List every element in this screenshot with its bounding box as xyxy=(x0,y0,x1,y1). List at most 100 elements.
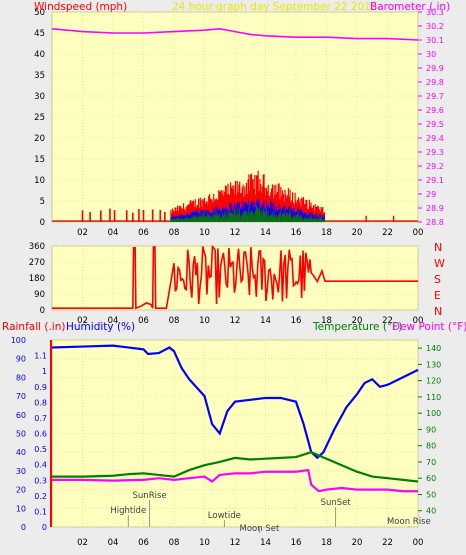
temperature-tick-label: 120 xyxy=(426,377,441,386)
hour-tick-label: 10 xyxy=(199,538,210,548)
temperature-tick-label: 50 xyxy=(426,490,436,499)
direction-tick-label: 0 xyxy=(40,306,45,316)
barometer-line xyxy=(51,27,419,41)
event-marker-label: SunRise xyxy=(133,491,167,501)
hour-tick-label: 10 xyxy=(199,316,210,326)
windspeed-tick-label: 50 xyxy=(34,8,45,18)
humidity-tick-label: 20 xyxy=(16,486,26,495)
rain-humidity-temp-panel: 0 10 20 30 40 50 60 70 80 90 100 0 0.1 0.2 0.3 0.4 0.5 0.… xyxy=(11,336,442,534)
barometer-tick-label: 29 xyxy=(426,190,436,199)
rainfall-tick-label: 0.9 xyxy=(34,383,47,392)
temperature-tick-label: 40 xyxy=(426,507,436,516)
rainfall-tick-label: 0.8 xyxy=(34,398,47,407)
hour-tick-label: 02 xyxy=(77,538,88,548)
hour-tick-label: 22 xyxy=(382,316,393,326)
rainfall-tick-label: 0.7 xyxy=(34,414,47,423)
hour-tick-label: 20 xyxy=(352,538,363,548)
compass-label: W xyxy=(434,257,445,270)
windspeed-tick-label: 0 xyxy=(40,218,45,228)
wind-barometer-panel: 0 5 10 15 20 25 30 35 40 45 50 28.8 28.9 29 29.1 29.2 29… xyxy=(34,8,444,228)
humidity-tick-label: 60 xyxy=(16,411,26,420)
windspeed-tick-label: 20 xyxy=(34,134,45,144)
barometer-tick-label: 29.6 xyxy=(426,106,444,115)
windspeed-tick-label: 10 xyxy=(34,176,45,186)
hour-tick-label: 02 xyxy=(77,228,88,238)
compass-label: N xyxy=(434,241,442,254)
temperature-line xyxy=(52,451,419,483)
hour-tick-label: 22 xyxy=(382,228,393,238)
hour-tick-label: 04 xyxy=(108,316,119,326)
hour-tick-label: 08 xyxy=(169,228,180,238)
hour-tick-label: 16 xyxy=(291,228,302,238)
temperature-tick-label: 140 xyxy=(426,344,441,353)
hour-tick-label: 20 xyxy=(352,228,363,238)
hour-tick-label: 18 xyxy=(321,228,332,238)
rainfall-tick-label: 1.1 xyxy=(34,352,47,361)
chart-title: 24 hour graph day September 22 2016 xyxy=(172,1,378,13)
barometer-tick-label: 30 xyxy=(426,50,436,59)
humidity-axis-title: Humidity (%) xyxy=(66,321,135,333)
humidity-tick-label: 70 xyxy=(16,392,26,401)
humidity-tick-label: 30 xyxy=(16,467,26,476)
humidity-tick-label: 100 xyxy=(11,336,26,345)
hour-tick-label: 10 xyxy=(199,228,210,238)
barometer-tick-label: 29.7 xyxy=(426,92,444,101)
hour-tick-label: 12 xyxy=(230,316,241,326)
wind-direction-line xyxy=(52,244,418,310)
windspeed-tick-label: 15 xyxy=(34,155,45,165)
barometer-tick-label: 29.4 xyxy=(426,134,444,143)
hour-tick-label: 04 xyxy=(108,228,119,238)
hour-tick-label: 16 xyxy=(291,316,302,326)
event-marker-label: SunSet xyxy=(321,498,352,508)
barometer-tick-label: 29.1 xyxy=(426,176,444,185)
hour-tick-label: 06 xyxy=(138,228,149,238)
windspeed-tick-label: 30 xyxy=(34,92,45,102)
event-marker-label: Moon Set xyxy=(240,524,280,534)
hour-tick-label: 14 xyxy=(260,538,271,548)
rainfall-tick-label: 0.6 xyxy=(34,430,47,439)
windspeed-tick-label: 45 xyxy=(34,29,45,39)
direction-tick-label: 90 xyxy=(34,290,45,300)
barometer-tick-label: 29.9 xyxy=(426,64,444,73)
event-marker-label: Moon Rise xyxy=(387,517,431,527)
barometer-tick-label: 29.3 xyxy=(426,148,444,157)
rainfall-tick-label: 0.1 xyxy=(34,507,47,516)
temperature-tick-label: 60 xyxy=(426,474,436,483)
barometer-tick-label: 28.9 xyxy=(426,204,444,213)
temperature-tick-label: 80 xyxy=(426,442,436,451)
barometer-tick-label: 30.2 xyxy=(426,22,444,31)
hour-tick-label: 14 xyxy=(260,316,271,326)
barometer-tick-label: 29.5 xyxy=(426,120,444,129)
rainfall-tick-label: 0 xyxy=(42,523,47,532)
hour-tick-label: 04 xyxy=(108,538,119,548)
temperature-tick-label: 100 xyxy=(426,409,441,418)
windspeed-tick-label: 40 xyxy=(34,50,45,60)
temperature-tick-label: 90 xyxy=(426,425,436,434)
hour-tick-label: 02 xyxy=(77,316,88,326)
temperature-tick-label: 70 xyxy=(426,458,436,467)
hour-tick-label: 18 xyxy=(321,538,332,548)
temperature-tick-label: 130 xyxy=(426,360,441,369)
hour-tick-label: 00 xyxy=(413,538,424,548)
rainfall-tick-label: 0.5 xyxy=(34,445,47,454)
hour-tick-label: 20 xyxy=(352,316,363,326)
direction-tick-label: 270 xyxy=(29,258,45,268)
hour-tick-label: 12 xyxy=(230,538,241,548)
dewpoint-axis-title: Dew Point (°F) xyxy=(392,321,466,333)
hour-tick-label: 16 xyxy=(291,538,302,548)
barometer-tick-label: 28.8 xyxy=(426,218,444,227)
barometer-axis-title: Barometer (.in) xyxy=(370,1,450,13)
barometer-tick-label: 30.3 xyxy=(426,8,444,17)
event-marker-label: Hightide xyxy=(110,506,146,516)
rainfall-axis-title: Rainfall (.in) xyxy=(2,321,65,333)
temperature-tick-label: 110 xyxy=(426,393,441,402)
compass-label: E xyxy=(434,289,441,302)
hour-axis: 02 04 06 08 10 12 14 16 18 20 22 00 02 04 06 08 10 12 14 16… xyxy=(77,228,423,548)
humidity-tick-label: 40 xyxy=(16,448,26,457)
header: Windspeed (mph) 24 hour graph day Septem… xyxy=(34,1,450,13)
windspeed-tick-label: 5 xyxy=(40,197,45,207)
hour-tick-label: 14 xyxy=(260,228,271,238)
humidity-tick-label: 10 xyxy=(16,504,26,513)
